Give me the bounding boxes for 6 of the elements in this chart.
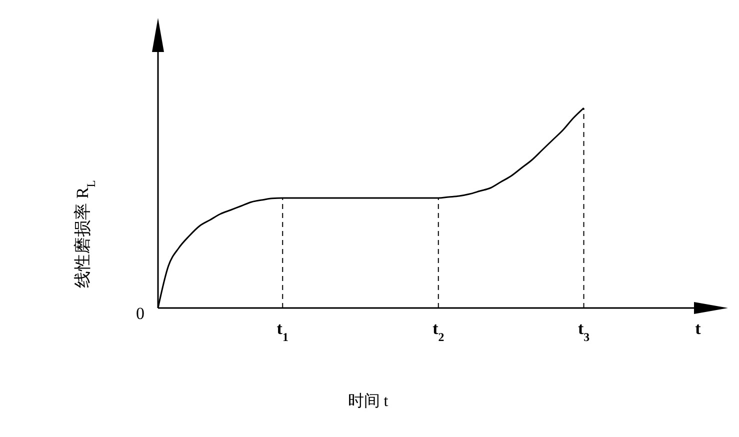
x-axis-title: 时间 t	[348, 392, 389, 410]
x-tick-label: t$_{2}$	[432, 319, 444, 344]
text: 0	[136, 304, 144, 324]
x-tick-label: t$_{1}$	[276, 319, 288, 344]
x-tick-label: t$_{3}$	[578, 319, 590, 344]
x-tick-label: t	[695, 319, 702, 338]
